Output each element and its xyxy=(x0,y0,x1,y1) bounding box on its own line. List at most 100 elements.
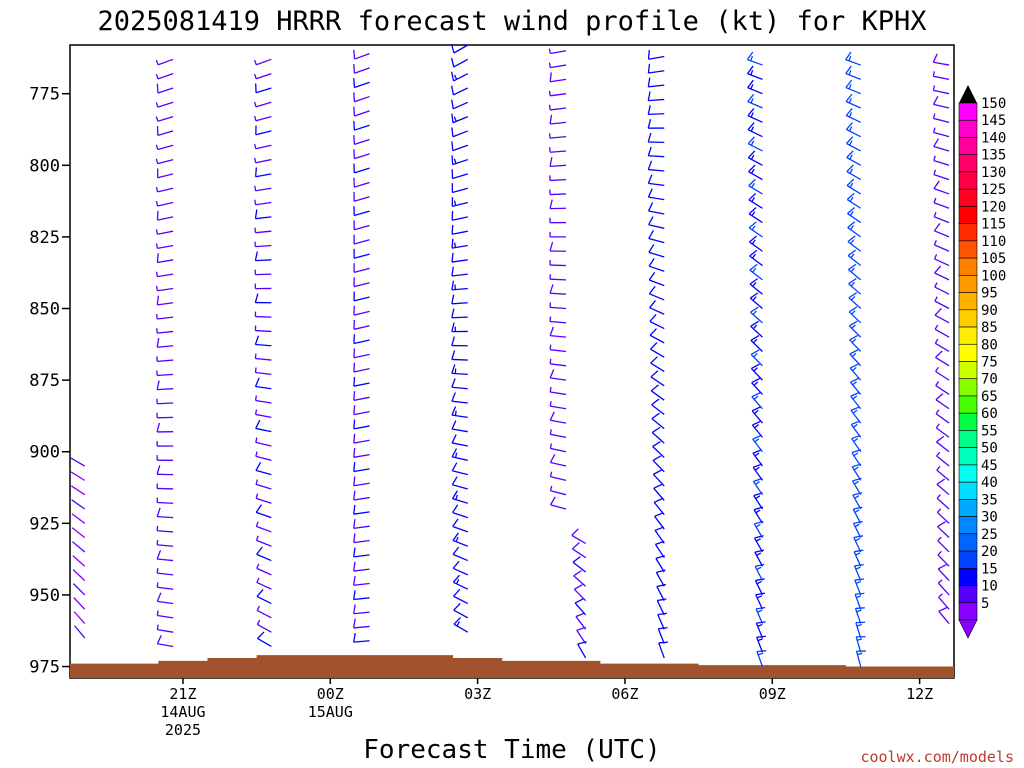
wind-barb xyxy=(756,635,767,653)
colorbar-label: 75 xyxy=(981,355,998,371)
wind-barb xyxy=(72,583,86,596)
colorbar-label: 65 xyxy=(981,389,998,405)
wind-barb xyxy=(653,483,665,501)
wind-barb xyxy=(73,611,86,625)
colorbar-label: 105 xyxy=(981,251,1006,267)
colorbar-cell xyxy=(958,257,978,276)
wind-barb xyxy=(549,274,567,281)
wind-barb xyxy=(72,541,86,553)
wind-barb xyxy=(933,223,950,238)
wind-barb xyxy=(750,335,763,352)
wind-barb xyxy=(657,627,668,644)
wind-barb xyxy=(853,549,864,567)
wind-barb xyxy=(451,127,469,138)
wind-barb xyxy=(855,621,866,639)
colorbar-top-arrow xyxy=(959,85,977,103)
wind-barb xyxy=(155,201,174,207)
wind-barb xyxy=(353,348,370,359)
wind-barb xyxy=(549,485,567,496)
wind-barb xyxy=(548,62,567,69)
wind-barb xyxy=(852,520,863,538)
wind-barb xyxy=(751,392,763,410)
wind-barb xyxy=(72,555,86,567)
wind-barb xyxy=(848,306,862,324)
colorbar-cell xyxy=(958,395,978,414)
wind-barb xyxy=(254,269,272,276)
wind-barb xyxy=(549,429,567,439)
wind-barb xyxy=(571,542,587,559)
colorbar-label: 140 xyxy=(981,130,1006,146)
wind-barb xyxy=(353,362,370,373)
wind-barb xyxy=(549,157,567,167)
wind-barb xyxy=(353,319,370,330)
wind-barb xyxy=(549,326,567,338)
wind-barb xyxy=(255,535,272,547)
wind-barb xyxy=(845,51,861,66)
wind-barb xyxy=(256,563,272,576)
wind-barb xyxy=(451,420,468,433)
wind-barb xyxy=(254,311,272,318)
wind-barb xyxy=(933,155,950,166)
colorbar-cell xyxy=(958,326,978,345)
wind-barb xyxy=(647,77,665,88)
wind-barb xyxy=(453,617,469,633)
wind-barb xyxy=(255,419,272,433)
wind-barb xyxy=(353,291,370,302)
wind-barb xyxy=(353,519,370,530)
wind-barb xyxy=(353,490,370,501)
wind-barb xyxy=(750,363,763,381)
wind-barb xyxy=(255,479,272,490)
wind-barb xyxy=(849,363,862,381)
wind-barb xyxy=(255,437,272,447)
wind-barb xyxy=(651,398,665,416)
wind-barb xyxy=(451,266,468,277)
wind-barb xyxy=(156,83,174,94)
wind-barb xyxy=(755,592,766,610)
wind-barb xyxy=(933,169,950,181)
wind-barbs xyxy=(70,43,950,667)
wind-barb xyxy=(647,105,665,116)
wind-barb xyxy=(254,251,272,262)
wind-barb xyxy=(933,240,950,252)
wind-barb xyxy=(156,356,174,363)
wind-barb xyxy=(574,598,587,616)
wind-barb xyxy=(156,441,174,447)
wind-barb xyxy=(747,65,763,80)
wind-barb xyxy=(254,199,272,206)
wind-barb xyxy=(654,512,665,530)
colorbar-cell xyxy=(958,137,978,155)
wind-barb xyxy=(549,284,567,295)
wind-barb xyxy=(846,164,862,181)
wind-barb xyxy=(548,48,567,55)
chart-title: 2025081419 HRRR forecast wind profile (k… xyxy=(97,6,926,37)
colorbar-label: 35 xyxy=(981,492,998,508)
wind-barb xyxy=(933,180,950,195)
wind-barb xyxy=(854,578,865,596)
wind-barb xyxy=(748,178,763,195)
wind-barb xyxy=(749,249,763,267)
wind-barb xyxy=(755,606,766,624)
wind-barb xyxy=(576,626,587,644)
colorbar-cell xyxy=(958,378,978,397)
wind-barb xyxy=(747,150,763,166)
wind-barb xyxy=(155,186,174,193)
colorbar-label: 5 xyxy=(981,596,989,612)
wind-barb xyxy=(934,338,950,353)
wind-barb xyxy=(254,143,272,150)
credit-label: coolwx.com/models xyxy=(860,748,1014,766)
wind-barb xyxy=(549,411,567,424)
wind-barb xyxy=(754,563,765,581)
wind-barb xyxy=(156,550,174,562)
wind-barb xyxy=(853,563,864,581)
wind-barb xyxy=(649,342,665,358)
wind-barb xyxy=(353,305,370,316)
wind-barb xyxy=(156,126,174,137)
wind-barb xyxy=(649,314,665,330)
wind-barb xyxy=(845,79,861,95)
wind-barb xyxy=(849,377,862,395)
wind-barb xyxy=(353,376,370,387)
wind-barb xyxy=(353,575,370,586)
wind-barb xyxy=(648,230,665,244)
wind-barb xyxy=(156,168,174,179)
wind-barb xyxy=(73,597,86,610)
